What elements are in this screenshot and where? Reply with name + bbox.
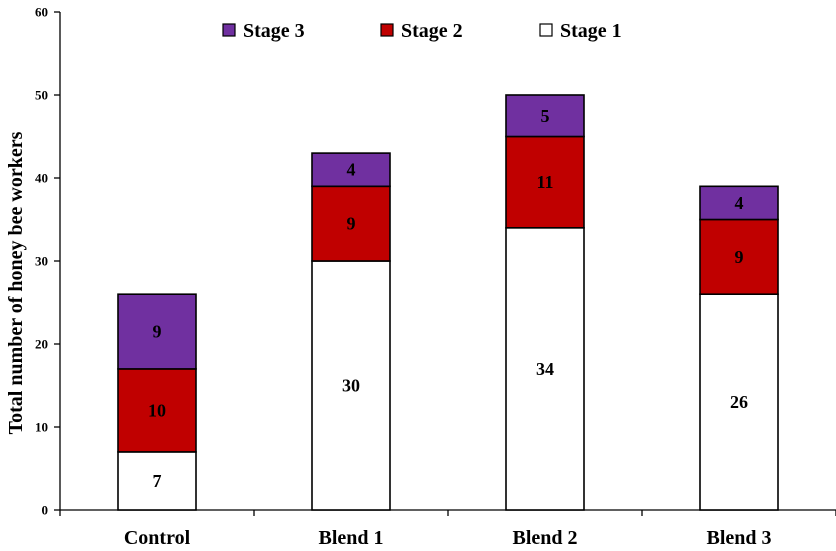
data-label-stage-1: 26 [730, 392, 748, 412]
x-tick-label: Control [124, 527, 191, 549]
data-label-stage-2: 10 [148, 400, 166, 420]
x-tick-label: Blend 3 [706, 527, 771, 549]
bar-segment-stage-3 [505, 94, 585, 138]
legend-label-stage-2: Stage 2 [401, 20, 463, 42]
data-label-stage-2: 9 [347, 214, 356, 234]
x-tick-label: Blend 2 [512, 527, 577, 549]
bar-segment-stage-3 [699, 185, 779, 221]
bar-segment-stage-2 [311, 185, 391, 262]
legend-label-stage-1: Stage 1 [560, 20, 622, 42]
legend-swatch-stage-2 [380, 23, 394, 37]
data-label-stage-3: 4 [735, 193, 744, 213]
data-label-stage-3: 5 [541, 106, 550, 126]
axes: 0 10 20 30 40 50 60 Control Blend 1 Blend 2 Blend … [35, 5, 836, 549]
legend-label-stage-3: Stage 3 [243, 20, 305, 42]
y-tick-label: 30 [35, 254, 48, 269]
legend-swatch-stage-1 [539, 23, 553, 37]
bar-segment-stage-2 [117, 368, 197, 453]
data-label-stage-1: 7 [153, 471, 162, 491]
y-tick-label: 60 [35, 5, 48, 20]
y-tick-label: 40 [35, 171, 48, 186]
bar-segment-stage-1 [117, 451, 197, 511]
y-tick-label: 0 [42, 503, 49, 518]
bar-segment-stage-3 [311, 152, 391, 188]
data-label-stage-1: 30 [342, 376, 360, 396]
legend-swatch-stage-3 [222, 23, 236, 37]
bar-segment-stage-1 [699, 293, 779, 511]
bar-segment-stage-1 [505, 227, 585, 511]
y-tick-label: 50 [35, 88, 48, 103]
data-label-stage-1: 34 [536, 359, 554, 379]
bar-segment-stage-3 [117, 293, 197, 370]
bar-segment-stage-2 [699, 218, 779, 295]
x-tick-label: Blend 1 [318, 527, 383, 549]
y-axis-label: Total number of honey bee workers [5, 131, 27, 434]
data-label-stage-2: 11 [536, 172, 553, 192]
y-tick-label: 10 [35, 420, 48, 435]
legend: Stage 3 Stage 2 Stage 1 [222, 20, 622, 42]
bars: 7 10 9 30 9 4 34 11 5 26 9 4 [117, 94, 779, 511]
data-label-stage-3: 4 [347, 160, 356, 180]
data-label-stage-3: 9 [153, 322, 162, 342]
y-tick-label: 20 [35, 337, 48, 352]
data-label-stage-2: 9 [735, 247, 744, 267]
